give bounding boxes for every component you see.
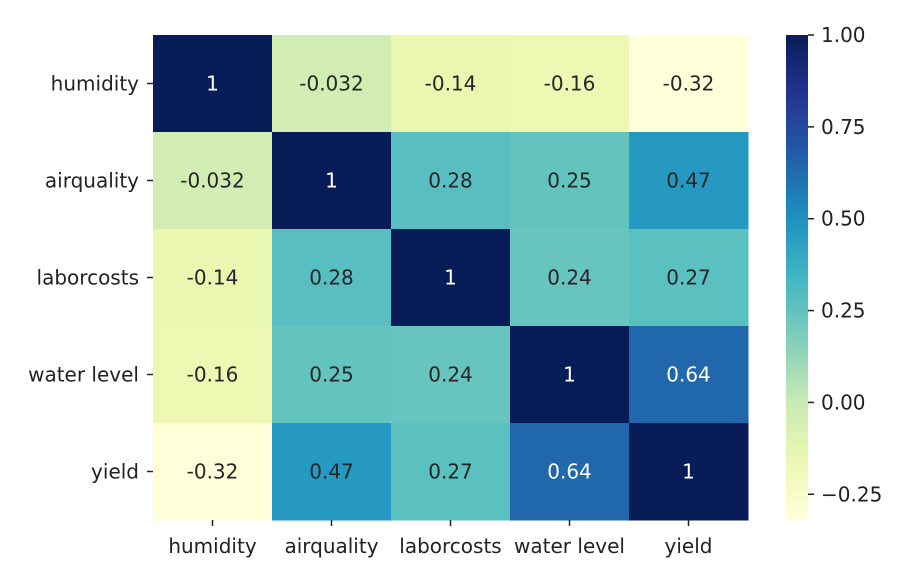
cell-label-water-level-airquality: 0.25 bbox=[309, 363, 354, 387]
cell-label-laborcosts-humidity: -0.14 bbox=[187, 266, 239, 290]
heatmap-cell-yield-yield bbox=[629, 423, 749, 521]
cell-label-airquality-yield: 0.47 bbox=[666, 169, 711, 193]
colorbar-gradient bbox=[786, 35, 808, 520]
y-tick-label-water-level: water level bbox=[28, 363, 139, 387]
cell-label-humidity-humidity: 1 bbox=[206, 72, 219, 96]
x-tick-label-water-level: water level bbox=[514, 534, 625, 558]
cell-label-airquality-laborcosts: 0.28 bbox=[428, 169, 473, 193]
heatmap-cell-humidity-airquality bbox=[272, 35, 392, 133]
cell-label-laborcosts-water-level: 0.24 bbox=[547, 266, 592, 290]
cell-label-water-level-humidity: -0.16 bbox=[187, 363, 239, 387]
heatmap-cell-water-level-water-level bbox=[510, 326, 630, 424]
cell-label-laborcosts-yield: 0.27 bbox=[666, 266, 711, 290]
heatmap-cell-laborcosts-water-level bbox=[510, 229, 630, 327]
heatmap-cell-laborcosts-airquality bbox=[272, 229, 392, 327]
heatmap-cell-laborcosts-yield bbox=[629, 229, 749, 327]
colorbar-tick-label: −0.25 bbox=[821, 482, 882, 506]
cell-label-humidity-water-level: -0.16 bbox=[544, 72, 596, 96]
y-tick-label-yield: yield bbox=[91, 460, 139, 484]
heatmap-cell-humidity-laborcosts bbox=[391, 35, 511, 133]
cell-label-humidity-airquality: -0.032 bbox=[299, 72, 363, 96]
y-tick-label-airquality: airquality bbox=[45, 169, 139, 193]
heatmap-cell-humidity-water-level bbox=[510, 35, 630, 133]
heatmap-cell-yield-laborcosts bbox=[391, 423, 511, 521]
colorbar: 1.00 0.75 0.50 0.25 0.00 −0.25 bbox=[786, 23, 882, 520]
cell-label-laborcosts-laborcosts: 1 bbox=[444, 266, 457, 290]
x-tick-label-yield: yield bbox=[665, 534, 713, 558]
cell-label-water-level-water-level: 1 bbox=[563, 363, 576, 387]
cell-label-laborcosts-airquality: 0.28 bbox=[309, 266, 354, 290]
x-tick-label-humidity: humidity bbox=[168, 534, 256, 558]
cell-label-airquality-water-level: 0.25 bbox=[547, 169, 592, 193]
cell-label-yield-laborcosts: 0.27 bbox=[428, 460, 473, 484]
x-tick-label-laborcosts: laborcosts bbox=[399, 534, 501, 558]
y-tick-label-laborcosts: laborcosts bbox=[37, 266, 139, 290]
heatmap-cell-yield-water-level bbox=[510, 423, 630, 521]
x-axis: humidity airquality laborcosts water level y… bbox=[168, 520, 712, 558]
heatmap-cells bbox=[153, 35, 749, 521]
cell-label-humidity-yield: -0.32 bbox=[663, 72, 715, 96]
cell-label-yield-airquality: 0.47 bbox=[309, 460, 354, 484]
cell-label-yield-yield: 1 bbox=[682, 460, 695, 484]
colorbar-tick-label: 0.50 bbox=[821, 207, 866, 231]
heatmap-cell-airquality-laborcosts bbox=[391, 132, 511, 230]
colorbar-tick-label: 0.00 bbox=[821, 390, 866, 414]
heatmap-cell-laborcosts-humidity bbox=[153, 229, 273, 327]
colorbar-tick-label: 1.00 bbox=[821, 23, 866, 47]
heatmap-cell-humidity-yield bbox=[629, 35, 749, 133]
heatmap-cell-airquality-yield bbox=[629, 132, 749, 230]
cell-label-water-level-laborcosts: 0.24 bbox=[428, 363, 473, 387]
y-tick-label-humidity: humidity bbox=[51, 72, 139, 96]
heatmap-cell-laborcosts-laborcosts bbox=[391, 229, 511, 327]
colorbar-tick-label: 0.75 bbox=[821, 115, 866, 139]
cell-label-airquality-airquality: 1 bbox=[325, 169, 338, 193]
cell-label-humidity-laborcosts: -0.14 bbox=[425, 72, 477, 96]
heatmap-cell-water-level-laborcosts bbox=[391, 326, 511, 424]
cell-label-airquality-humidity: -0.032 bbox=[180, 169, 244, 193]
colorbar-ticks: 1.00 0.75 0.50 0.25 0.00 −0.25 bbox=[808, 23, 882, 506]
cell-label-yield-humidity: -0.32 bbox=[187, 460, 239, 484]
cell-label-water-level-yield: 0.64 bbox=[666, 363, 711, 387]
heatmap-cell-airquality-airquality bbox=[272, 132, 392, 230]
heatmap-cell-humidity-humidity bbox=[153, 35, 273, 133]
cell-label-yield-water-level: 0.64 bbox=[547, 460, 592, 484]
heatmap-cell-yield-airquality bbox=[272, 423, 392, 521]
heatmap-cell-water-level-humidity bbox=[153, 326, 273, 424]
heatmap-cell-water-level-yield bbox=[629, 326, 749, 424]
heatmap-cell-airquality-water-level bbox=[510, 132, 630, 230]
heatmap-cell-water-level-airquality bbox=[272, 326, 392, 424]
colorbar-tick-label: 0.25 bbox=[821, 299, 866, 323]
heatmap-cell-yield-humidity bbox=[153, 423, 273, 521]
y-axis: humidity airquality laborcosts water level y… bbox=[28, 72, 153, 484]
x-tick-label-airquality: airquality bbox=[284, 534, 378, 558]
heatmap-cell-airquality-humidity bbox=[153, 132, 273, 230]
cell-annotations: 1 -0.032 -0.14 -0.16 -0.32 -0.032 1 0.28 0.25 0.4… bbox=[180, 72, 714, 484]
